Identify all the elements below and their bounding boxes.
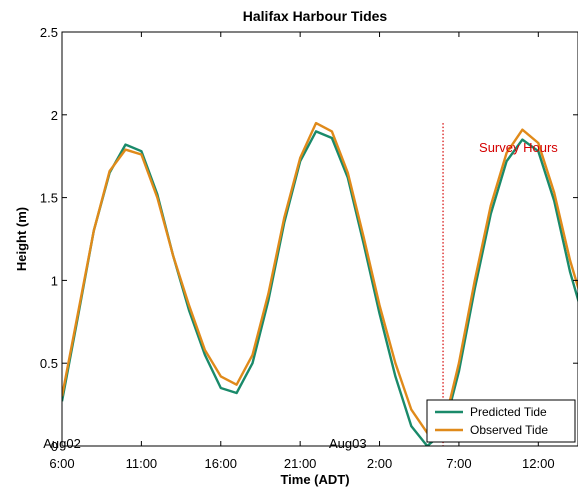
legend-entry: Predicted Tide	[470, 405, 547, 419]
legend-entry: Observed Tide	[470, 423, 548, 437]
x-tick-label: 2:00	[367, 456, 392, 471]
x-tick-label: 16:00	[204, 456, 237, 471]
date-label: Aug03	[329, 436, 367, 451]
x-tick-label: 21:00	[284, 456, 317, 471]
x-tick-label: 7:00	[446, 456, 471, 471]
series-line-predicted	[62, 130, 578, 446]
legend: Predicted Tide Observed Tide	[426, 399, 576, 443]
plot-area: Survey Hours 0 0.5 1 1.5 2 2.5 6:00 11:00 16:00 21…	[40, 25, 578, 471]
x-tick-label: 11:00	[126, 456, 158, 471]
y-tick-label: 0.5	[40, 356, 58, 371]
x-axis-label: Time (ADT)	[280, 472, 349, 487]
y-tick-label: 1.5	[40, 191, 58, 206]
y-tick-label: 2	[51, 108, 58, 123]
y-tick-label: 0	[51, 439, 58, 454]
survey-hours-label: Survey Hours	[479, 140, 558, 155]
axes-frame	[61, 31, 578, 447]
y-axis-label: Height (m)	[14, 207, 29, 271]
legend-box	[426, 399, 576, 443]
date-label: Aug02	[43, 436, 81, 451]
chart-title: Halifax Harbour Tides	[243, 8, 388, 24]
x-tick-label: 12:00	[522, 456, 555, 471]
y-tick-label: 2.5	[40, 25, 58, 40]
series-line-observed	[62, 121, 578, 434]
x-tick-label: 6:00	[49, 456, 74, 471]
y-tick-label: 1	[51, 273, 58, 288]
